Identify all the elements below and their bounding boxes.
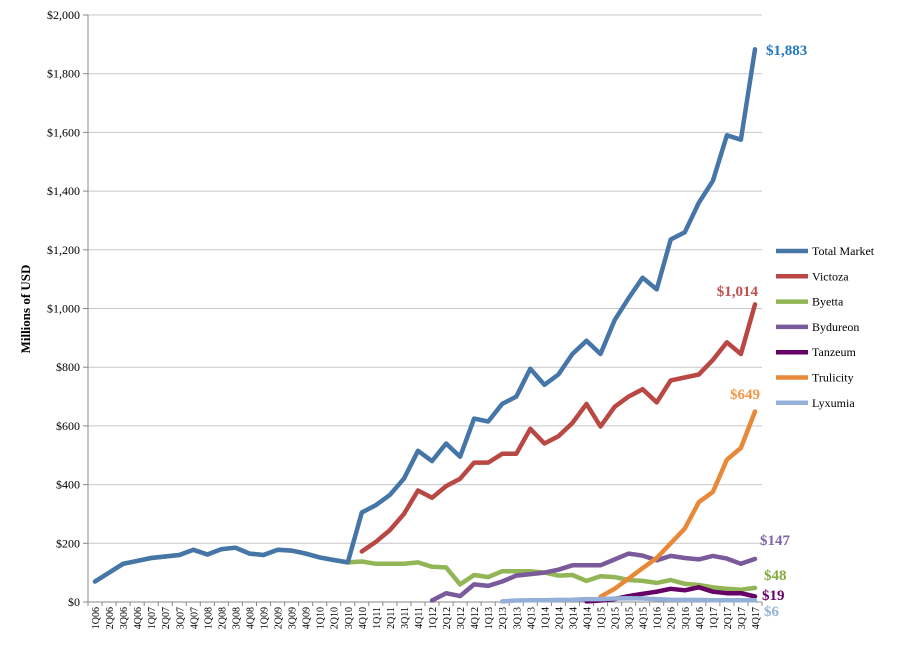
end-labels: $1,883 $1,014 $48 $147 $19 $649 $6 — [717, 43, 808, 620]
series-line-trulicity — [598, 409, 758, 599]
legend-label-bydureon: Bydureon — [812, 320, 859, 334]
x-tick-label: 4Q14 — [582, 607, 593, 629]
y-tick-label: $1,200 — [47, 243, 80, 257]
x-tick-label: 4Q13 — [526, 607, 537, 629]
legend-label-victoza: Victoza — [812, 269, 849, 283]
end-label-trulicity: $649 — [730, 387, 760, 403]
x-tick-label: 4Q15 — [639, 607, 650, 629]
x-tick-label: 1Q08 — [203, 607, 214, 629]
y-tick-label: $0 — [68, 595, 80, 609]
series-line-victoza — [359, 302, 758, 554]
x-axis: 1Q06 2Q06 3Q06 4Q06 1Q07 2Q07 3Q07 4Q07 1Q08 2Q08… — [87, 601, 763, 629]
x-tick-label: 1Q13 — [484, 607, 495, 629]
x-tick-label: 3Q14 — [568, 607, 579, 629]
x-tick-label: 4Q17 — [751, 607, 762, 629]
y-tick-label: $600 — [56, 419, 80, 433]
legend-label-byetta: Byetta — [812, 295, 844, 309]
y-axis: $0 $200 $400 $600 $800 $1,000 $1,200 $1,400 $1,6… — [47, 8, 89, 609]
x-tick-label: 2Q08 — [217, 607, 228, 629]
legend: Total Market Victoza Byetta Bydureon Tanzeum… — [776, 244, 875, 410]
x-tick-label: 3Q09 — [288, 607, 299, 629]
x-tick-label: 3Q11 — [400, 607, 411, 629]
y-tick-label: $2,000 — [47, 8, 80, 22]
legend-label-total-market: Total Market — [812, 244, 875, 258]
end-label-lyxumia: $6 — [764, 604, 780, 620]
series-line-bydureon — [429, 551, 758, 603]
series-lines — [92, 47, 758, 604]
x-tick-label: 2Q10 — [330, 607, 341, 629]
x-tick-label: 1Q12 — [428, 607, 439, 629]
x-tick-label: 2Q14 — [554, 607, 565, 629]
x-tick-label: 3Q13 — [512, 607, 523, 629]
legend-label-trulicity: Trulicity — [812, 371, 854, 385]
y-tick-label: $800 — [56, 360, 80, 374]
x-tick-label: 1Q11 — [372, 607, 383, 629]
x-tick-label: 4Q11 — [414, 607, 425, 629]
x-tick-label: 4Q09 — [302, 607, 313, 629]
end-label-tanzeum: $19 — [762, 588, 785, 604]
y-tick-label: $1,400 — [47, 184, 80, 198]
x-tick-label: 3Q15 — [625, 607, 636, 629]
x-tick-label: 4Q06 — [133, 607, 144, 629]
series-line-total-market — [92, 47, 758, 584]
x-tick-label: 1Q10 — [316, 607, 327, 629]
series-line-byetta — [92, 545, 758, 592]
x-tick-label: 4Q07 — [189, 607, 200, 629]
x-tick-label: 3Q16 — [681, 607, 692, 629]
x-tick-label: 2Q09 — [274, 607, 285, 629]
x-tick-label: 2Q17 — [723, 607, 734, 629]
x-tick-label: 1Q17 — [709, 607, 720, 629]
x-tick-label: 3Q07 — [175, 607, 186, 629]
x-tick-label: 4Q16 — [695, 607, 706, 629]
legend-label-tanzeum: Tanzeum — [812, 345, 856, 359]
x-tick-label: 1Q14 — [540, 607, 551, 629]
x-tick-label: 4Q08 — [245, 607, 256, 629]
series-line-lyxumia — [499, 595, 758, 604]
x-tick-label: 2Q16 — [667, 607, 678, 629]
x-tick-label: 2Q15 — [611, 607, 622, 629]
x-tick-label: 4Q10 — [358, 607, 369, 629]
y-tick-label: $200 — [56, 536, 80, 550]
x-tick-label: 4Q12 — [470, 607, 481, 629]
end-label-victoza: $1,014 — [717, 284, 759, 300]
x-tick-label: 1Q06 — [91, 607, 102, 629]
y-gridlines — [88, 14, 762, 603]
end-label-total-market: $1,883 — [766, 43, 807, 59]
x-tick-label: 2Q07 — [161, 607, 172, 629]
x-tick-label: 2Q13 — [498, 607, 509, 629]
legend-label-lyxumia: Lyxumia — [812, 396, 855, 410]
x-tick-label: 1Q07 — [147, 607, 158, 629]
x-tick-label: 3Q08 — [231, 607, 242, 629]
end-label-byetta: $48 — [764, 568, 787, 584]
x-tick-label: 2Q06 — [105, 607, 116, 629]
x-tick-label: 1Q09 — [260, 607, 271, 629]
x-tick-label: 3Q06 — [119, 607, 130, 629]
x-tick-label: 3Q17 — [737, 607, 748, 629]
x-tick-label: 1Q16 — [653, 607, 664, 629]
x-tick-label: 2Q11 — [386, 607, 397, 629]
y-tick-label: $1,600 — [47, 125, 80, 139]
y-tick-label: $400 — [56, 478, 80, 492]
end-label-bydureon: $147 — [760, 533, 791, 549]
x-tick-label: 2Q12 — [442, 607, 453, 629]
x-tick-label: 3Q12 — [456, 607, 467, 629]
y-axis-label: Millions of USD — [18, 265, 33, 354]
x-tick-label: 1Q15 — [597, 607, 608, 629]
y-tick-label: $1,800 — [47, 67, 80, 81]
x-tick-label: 3Q10 — [344, 607, 355, 629]
y-tick-label: $1,000 — [47, 302, 80, 316]
